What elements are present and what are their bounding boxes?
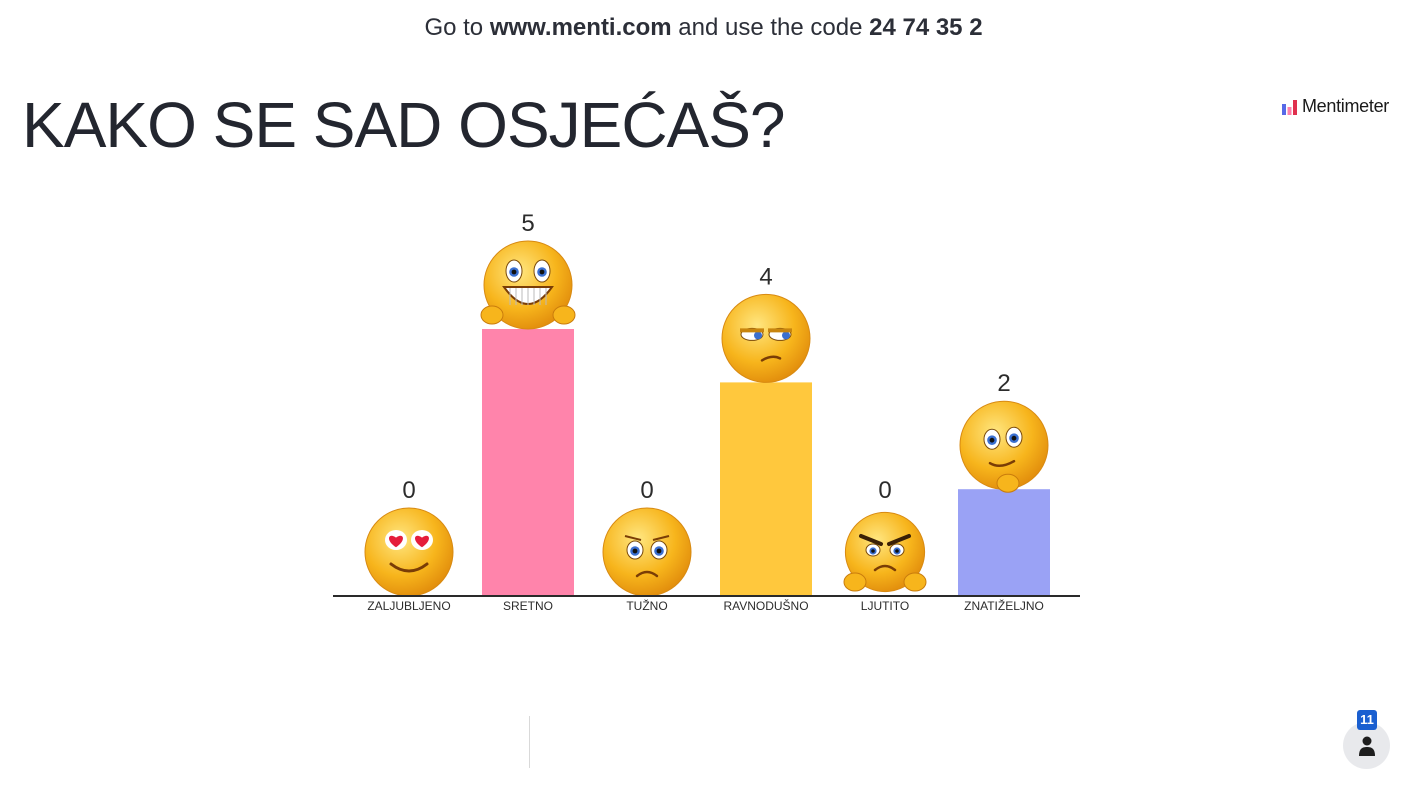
question-title: KAKO SE SAD OSJEĆAŠ? [22,89,785,161]
value-label: 4 [759,263,772,290]
angry-thumbs-down-emoji-icon [843,511,927,593]
value-label: 5 [521,210,534,237]
value-label: 0 [878,477,891,504]
value-label: 0 [402,477,415,504]
bar-sretno [482,329,574,596]
person-icon [1358,736,1375,756]
participants-count-badge: 11 [1357,710,1377,730]
join-prefix: Go to [424,14,490,41]
join-middle: and use the code [671,14,870,41]
unamused-emoji-icon [721,293,811,383]
join-url[interactable]: www.menti.com [489,14,672,41]
value-label: 2 [997,370,1010,397]
footer-divider [529,716,530,768]
value-label: 0 [640,477,653,504]
bar-znatiželjno [958,489,1050,596]
grinning-thumbs-up-emoji-icon [480,240,576,330]
brand-name: Mentimeter [1301,96,1389,116]
bar-ravnodušno [720,382,812,596]
category-label: RAVNODUŠNO [723,598,808,613]
category-label: TUŽNO [626,598,667,613]
category-label: LJUTITO [861,599,909,613]
thinking-emoji-icon [959,400,1049,493]
join-instructions: Go to www.menti.com and use the code 24 … [0,14,1407,42]
category-label: ZNATIŽELJNO [964,598,1044,613]
category-label: SRETNO [503,599,553,613]
join-code: 24 74 35 2 [869,14,983,41]
heart-eyes-emoji-icon [364,507,454,597]
sad-emoji-icon [602,507,692,597]
mentimeter-brand[interactable]: Mentimeter [1281,96,1389,117]
mentimeter-logo-icon [1281,100,1297,115]
category-label: ZALJUBLJENO [367,599,450,613]
